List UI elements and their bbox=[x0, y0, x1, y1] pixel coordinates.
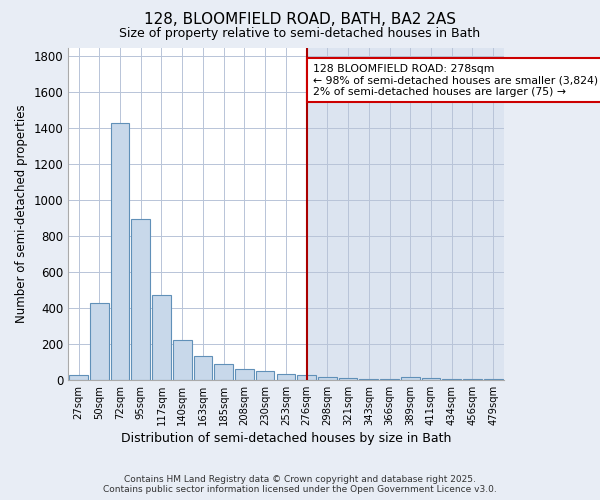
Bar bbox=[442, 379, 461, 380]
Bar bbox=[318, 376, 337, 380]
X-axis label: Distribution of semi-detached houses by size in Bath: Distribution of semi-detached houses by … bbox=[121, 432, 451, 445]
Bar bbox=[256, 372, 274, 380]
Bar bbox=[194, 356, 212, 380]
Bar bbox=[90, 304, 109, 380]
Text: Contains HM Land Registry data © Crown copyright and database right 2025.
Contai: Contains HM Land Registry data © Crown c… bbox=[103, 474, 497, 494]
Bar bbox=[131, 219, 150, 380]
Bar bbox=[68, 48, 307, 380]
Bar bbox=[214, 364, 233, 380]
Y-axis label: Number of semi-detached properties: Number of semi-detached properties bbox=[15, 104, 28, 323]
Text: 128, BLOOMFIELD ROAD, BATH, BA2 2AS: 128, BLOOMFIELD ROAD, BATH, BA2 2AS bbox=[144, 12, 456, 28]
Bar bbox=[422, 378, 440, 380]
Bar bbox=[307, 48, 503, 380]
Text: Size of property relative to semi-detached houses in Bath: Size of property relative to semi-detach… bbox=[119, 28, 481, 40]
Bar bbox=[173, 340, 191, 380]
Bar bbox=[401, 377, 419, 380]
Bar bbox=[152, 296, 171, 380]
Bar bbox=[277, 374, 295, 380]
Text: 128 BLOOMFIELD ROAD: 278sqm
← 98% of semi-detached houses are smaller (3,824)
2%: 128 BLOOMFIELD ROAD: 278sqm ← 98% of sem… bbox=[313, 64, 598, 97]
Bar bbox=[69, 376, 88, 380]
Bar bbox=[339, 378, 358, 380]
Bar bbox=[110, 123, 130, 380]
Bar bbox=[235, 369, 254, 380]
Bar bbox=[297, 376, 316, 380]
